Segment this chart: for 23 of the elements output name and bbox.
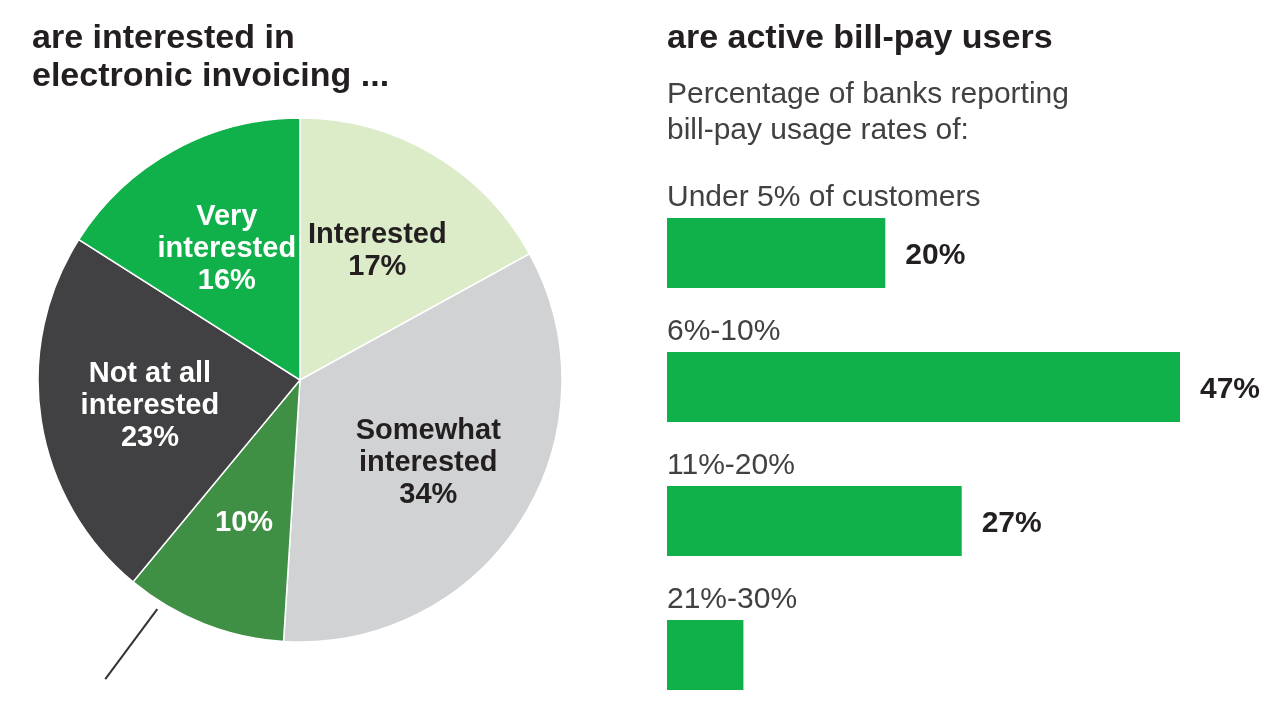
slice-label: Somewhat interested <box>355 413 502 478</box>
data-label: 23% <box>120 419 180 452</box>
data-label: 27% <box>981 505 1042 538</box>
y-tick-label: 6%-10% <box>667 313 781 346</box>
bar <box>667 486 962 556</box>
chart-subtitle: Percentage of banks reporting bill-pay usage rates of: <box>667 76 1069 145</box>
slice-label: Not at all interested <box>80 355 220 420</box>
data-label: 47% <box>1200 371 1261 404</box>
data-label: 20% <box>905 237 966 270</box>
data-label: 16% <box>197 262 257 295</box>
data-label: 10% <box>215 505 274 538</box>
y-tick-label: Under 5% of customers <box>667 179 981 212</box>
bar <box>667 620 744 690</box>
chart-title: are interested in electronic invoicing ... <box>32 17 390 93</box>
data-label: 17% <box>348 249 407 282</box>
chart-title: are active bill-pay users <box>667 17 1053 55</box>
bar <box>667 352 1180 422</box>
bar <box>667 218 886 288</box>
y-tick-label: 11%-20% <box>667 447 795 480</box>
y-tick-label: 21%-30% <box>667 581 798 614</box>
slice-label: Interested <box>308 217 447 250</box>
data-label: 34% <box>399 477 458 510</box>
slice-label: Very interested <box>157 198 297 263</box>
